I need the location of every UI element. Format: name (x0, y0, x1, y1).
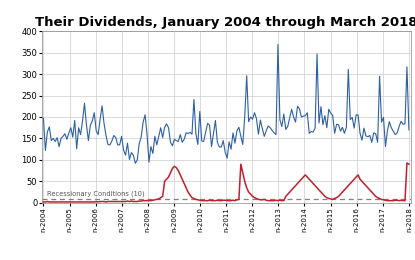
Text: Recessionary Conditions (10): Recessionary Conditions (10) (47, 190, 145, 197)
Title: Their Dividends, January 2004 through March 2018: Their Dividends, January 2004 through Ma… (35, 16, 415, 29)
